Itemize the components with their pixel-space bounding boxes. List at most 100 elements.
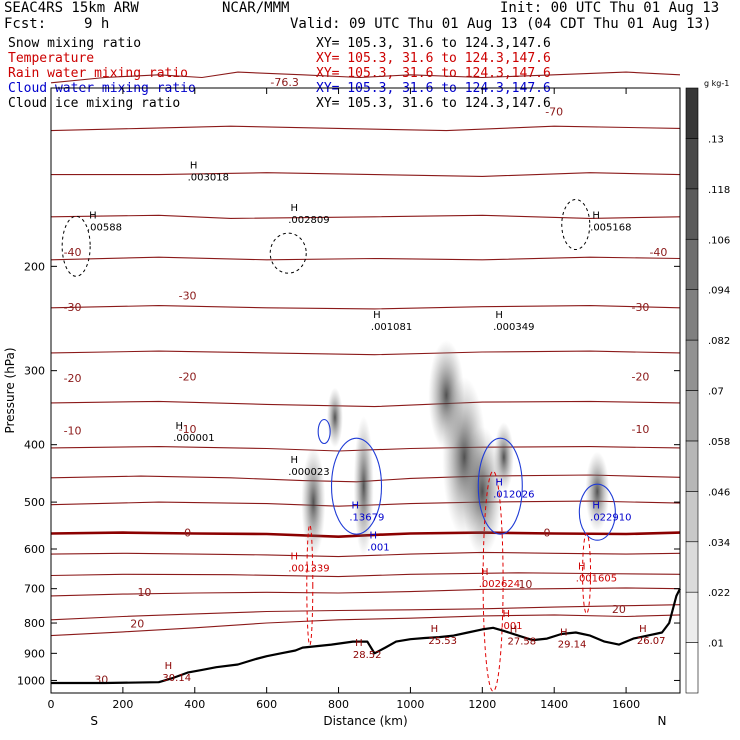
colorbar-segment-11 [685, 87, 699, 139]
model-title: SEAC4RS 15km ARW [4, 0, 139, 16]
annotation-value-2: .002809 [288, 215, 329, 226]
colorbar-label-1: .022 [708, 588, 730, 599]
colorbar-segment-7 [685, 289, 699, 341]
annotation-value-21: 30.14 [162, 673, 191, 684]
annotation-value-10: .022910 [590, 513, 631, 524]
y-axis-label: Pressure (hPa) [3, 347, 17, 433]
annotation-value-11: .001 [367, 543, 389, 554]
annotation-value-20: 26.07 [637, 636, 666, 647]
snow-contour-2 [561, 199, 591, 251]
annotation-value-0: .003018 [188, 173, 229, 184]
colorbar-label-3: .046 [708, 487, 730, 498]
isotherm-label-7: -20 [64, 372, 82, 385]
h-marker-8: H [352, 501, 360, 512]
cloud-water-contour-0 [330, 437, 383, 535]
isotherm-line-6 [50, 350, 681, 356]
isotherm-line-0 [50, 71, 681, 84]
h-marker-18: H [510, 625, 518, 636]
rain-water-contour-0 [306, 524, 314, 646]
rain-water-contour-2 [582, 533, 592, 615]
south-label: S [90, 714, 98, 728]
annotation-value-18: 27.58 [507, 637, 536, 648]
annotation-value-13: .002624 [479, 579, 520, 590]
h-marker-21: H [165, 661, 173, 672]
isotherm-label-6: -30 [631, 301, 649, 314]
annotation-value-5: .000349 [493, 322, 534, 333]
annotation-value-3: .005168 [590, 223, 631, 234]
isotherm-label-13: 0 [184, 527, 191, 540]
h-marker-15: H [503, 609, 511, 620]
h-marker-10: H [592, 501, 600, 512]
annotation-value-9: .012026 [493, 490, 534, 501]
isotherm-line-5 [50, 305, 681, 310]
colorbar-label-10: .13 [708, 134, 724, 145]
h-marker-16: H [355, 638, 363, 649]
x-tick-label-5: 1000 [396, 698, 424, 711]
h-marker-12: H [290, 552, 298, 563]
colorbar-label-0: .01 [708, 639, 724, 650]
annotation-value-19: 29.14 [558, 640, 587, 651]
colorbar-unit: g kg-1 [704, 79, 729, 88]
hydrometeor-shading-6 [493, 422, 514, 493]
colorbar-segment-3 [685, 491, 699, 543]
y-tick-label-6: 800 [24, 617, 45, 630]
isotherm-line-4 [50, 256, 681, 261]
isotherm-label-14: 0 [544, 527, 551, 540]
isotherm-label-0: -76.3 [270, 76, 298, 89]
h-marker-20: H [639, 624, 647, 635]
h-marker-3: H [592, 211, 600, 222]
field-xy-cloud-ice: XY= 105.3, 31.6 to 124.3,147.6 [316, 96, 551, 111]
y-tick-label-8: 1000 [17, 674, 45, 687]
isotherm-line-15 [50, 614, 681, 637]
colorbar-label-8: .106 [708, 235, 730, 246]
h-marker-9: H [495, 478, 503, 489]
field-name-temperature: Temperature [8, 51, 95, 66]
annotation-value-1: .00588 [87, 223, 122, 234]
snow-contour-1 [269, 232, 307, 274]
isotherm-line-12 [50, 572, 681, 578]
annotation-value-8: .13679 [349, 513, 384, 524]
h-marker-11: H [370, 531, 378, 542]
isotherm-label-11: -10 [179, 423, 197, 436]
x-tick-label-1: 200 [112, 698, 133, 711]
annotation-value-15: .001 [500, 621, 522, 632]
annotation-value-16: 28.52 [353, 650, 382, 661]
isotherm-label-16: 10 [518, 578, 532, 591]
annotation-value-17: 25.53 [428, 636, 457, 647]
colorbar-segment-4 [685, 440, 699, 492]
isotherm-label-9: -20 [631, 370, 649, 383]
isotherm-line-1 [50, 125, 681, 132]
isotherm-line-7 [50, 400, 681, 408]
north-label: N [658, 714, 667, 728]
colorbar-segment-1 [685, 591, 699, 643]
isotherm-label-1: -70 [545, 106, 563, 119]
isotherm-label-4: -30 [64, 301, 82, 314]
x-tick-label-2: 400 [184, 698, 205, 711]
colorbar-label-6: .082 [708, 336, 730, 347]
y-tick-label-7: 900 [24, 647, 45, 660]
h-marker-13: H [481, 567, 489, 578]
isotherm-label-18: 20 [612, 603, 626, 616]
isotherm-line-2 [51, 172, 681, 177]
rain-water-contour-1 [482, 470, 504, 692]
isotherm-line-14 [50, 604, 681, 621]
cloud-water-contour-3 [317, 418, 331, 445]
x-tick-label-8: 1600 [612, 698, 640, 711]
isotherm-label-12: -10 [631, 423, 649, 436]
terrain-line [51, 588, 681, 685]
field-xy-temperature: XY= 105.3, 31.6 to 124.3,147.6 [316, 51, 551, 66]
y-tick-label-5: 700 [24, 583, 45, 596]
isotherm-line-8 [50, 446, 681, 452]
isotherm-label-19: 30 [94, 673, 108, 686]
colorbar-label-5: .07 [708, 387, 724, 398]
annotation-value-14: .001605 [576, 573, 617, 584]
cloud-water-contour-2 [578, 483, 616, 541]
x-tick-label-4: 800 [328, 698, 349, 711]
isotherm-label-5: -30 [179, 290, 197, 303]
isotherm-label-8: -20 [179, 370, 197, 383]
hydrometeor-shading-1 [326, 387, 343, 448]
field-xy-snow: XY= 105.3, 31.6 to 124.3,147.6 [316, 36, 551, 51]
freezing-level-line [50, 531, 681, 539]
x-tick-label-6: 1200 [468, 698, 496, 711]
